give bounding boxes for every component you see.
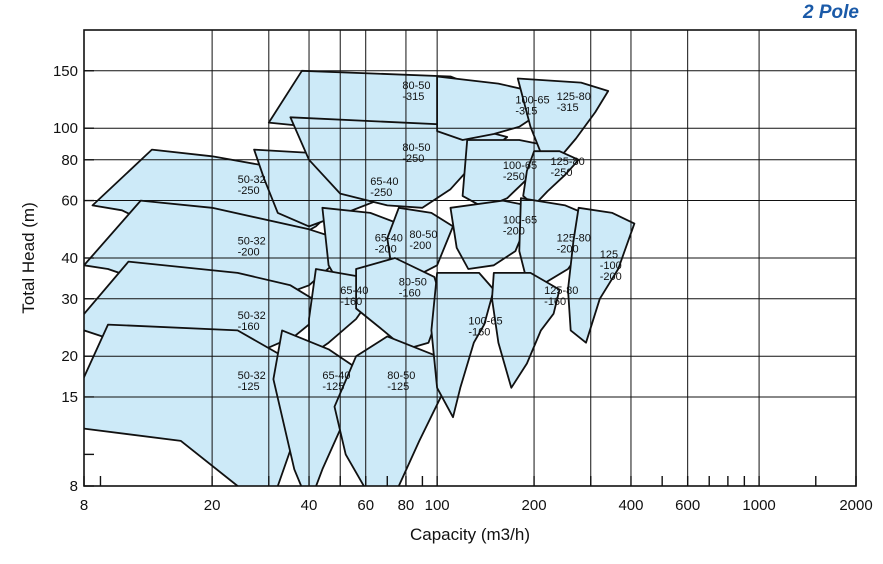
zone-label: 80-50 -160 — [399, 276, 427, 299]
y-tick-label: 100 — [53, 120, 78, 137]
zone-label: 100-65 -160 — [468, 316, 502, 339]
zone-125-80--250 — [522, 150, 580, 207]
zone-label: 125-80 -200 — [557, 232, 591, 255]
y-tick-label: 8 — [70, 478, 78, 495]
zone-100-65--200 — [449, 199, 528, 270]
x-tick-label: 8 — [80, 497, 88, 514]
zone-label: 65-40 -250 — [370, 176, 398, 199]
zone-80-50--160 — [355, 257, 444, 351]
y-axis-label: Total Head (m) — [19, 202, 38, 313]
zone-label: 100-65 -315 — [515, 95, 549, 118]
zone-label: 125-80 -250 — [551, 156, 585, 179]
x-tick-label: 100 — [425, 497, 450, 514]
zone-label: 65-40 -125 — [322, 370, 350, 393]
axis-ticks: 8 20 40 60 80 100 200 400 600 1000 2000 8 15 20 30 40 60… — [53, 63, 873, 514]
x-tick-label: 80 — [398, 497, 415, 514]
zone-label: 80-50 -125 — [387, 370, 415, 393]
grid — [84, 30, 856, 486]
zone-label: 80-50 -315 — [402, 80, 430, 103]
zone-label: 65-40 -160 — [340, 285, 368, 308]
x-axis-label: Capacity (m3/h) — [410, 525, 530, 544]
zone-label: 80-50 -200 — [409, 229, 437, 252]
zone-label: 65-40 -200 — [375, 232, 403, 255]
zone-label: 125-80 -160 — [544, 285, 578, 308]
zone-125--100--200 — [567, 206, 636, 344]
x-tick-label: 600 — [675, 497, 700, 514]
zone-label: 50-32 -250 — [238, 174, 266, 197]
zone-label: 125-80 -315 — [557, 91, 591, 114]
zone-label: 50-32 -125 — [238, 370, 266, 393]
zone-100-65--315 — [436, 75, 542, 141]
y-tick-label: 80 — [61, 152, 78, 169]
x-tick-label: 20 — [204, 497, 221, 514]
zone-label: 100-65 -200 — [503, 215, 537, 238]
zone-label: 50-32 -200 — [238, 235, 266, 258]
pole-label: 2 Pole — [803, 2, 859, 23]
zone-80-50--125 — [333, 335, 447, 486]
x-tick-label: 40 — [301, 497, 318, 514]
zone-80-50--200 — [386, 206, 454, 274]
pump-zones — [84, 69, 636, 486]
zone-labels: 50-32 -250 50-32 -200 50-32 -160 50-32 -125 65-4… — [238, 80, 622, 393]
x-tick-label: 1000 — [742, 497, 775, 514]
x-tick-label: 200 — [522, 497, 547, 514]
zone-100-65--250 — [461, 139, 552, 209]
y-tick-label: 15 — [61, 389, 78, 406]
zone-label: 50-32 -160 — [238, 310, 266, 333]
zone-label: 100-65 -250 — [503, 160, 537, 183]
y-tick-label: 40 — [61, 250, 78, 267]
zone-label: 80-50 -250 — [402, 142, 430, 165]
x-tick-label: 60 — [357, 497, 374, 514]
zone-label: 125 -100 -200 — [600, 249, 622, 283]
y-tick-label: 20 — [61, 348, 78, 365]
x-tick-label: 400 — [618, 497, 643, 514]
x-tick-label: 2000 — [839, 497, 872, 514]
y-tick-label: 30 — [61, 291, 78, 308]
zone-50-32--125 — [84, 323, 310, 486]
y-tick-label: 60 — [61, 193, 78, 210]
zone-100-65--160 — [430, 271, 495, 419]
y-tick-label: 150 — [53, 63, 78, 80]
